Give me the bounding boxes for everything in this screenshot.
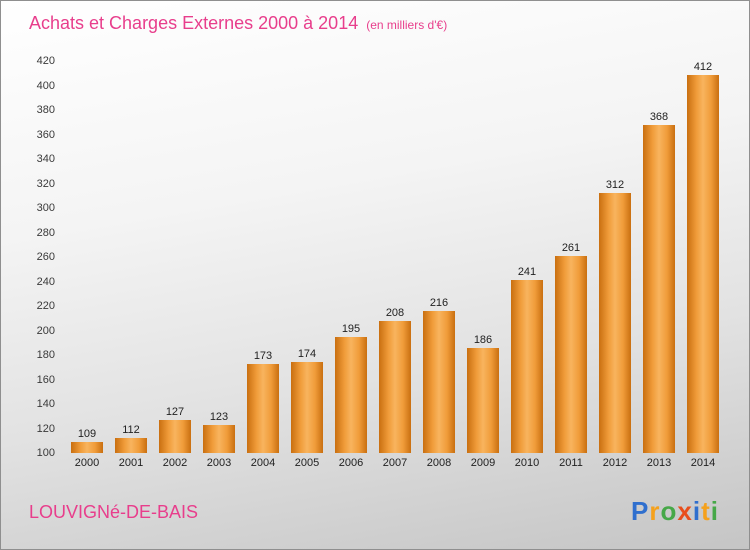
x-axis-label: 2011 bbox=[559, 457, 583, 469]
bar-slot: 109 bbox=[65, 61, 109, 453]
x-axis-label: 2005 bbox=[294, 457, 320, 469]
bar-series: 109 112 127 123 173 174 195 208 216 186 241 261 312 3… bbox=[65, 61, 725, 453]
chart-title: Achats et Charges Externes 2000 à 2014 bbox=[29, 13, 359, 33]
x-axis-label: 2013 bbox=[646, 457, 672, 469]
bar-value-label: 412 bbox=[693, 61, 713, 73]
x-axis-label: 2007 bbox=[382, 457, 408, 469]
bar-value-label: 241 bbox=[517, 266, 537, 279]
x-axis-label: 2003 bbox=[206, 457, 232, 469]
bar bbox=[71, 441, 103, 453]
bar-slot: 261 bbox=[549, 61, 593, 453]
bar-value-label: 208 bbox=[385, 306, 405, 319]
y-axis-label: 380 bbox=[36, 104, 55, 116]
bar bbox=[159, 419, 191, 453]
bar bbox=[335, 336, 367, 453]
bar-slot: 174 bbox=[285, 61, 329, 453]
x-axis-label: 2012 bbox=[602, 457, 628, 469]
logo-letter: t bbox=[701, 496, 711, 526]
chart-subtitle: (en milliers d'€) bbox=[366, 18, 448, 32]
bar-value-label: 186 bbox=[473, 333, 493, 346]
x-axis-label: 2001 bbox=[118, 457, 144, 469]
bar-value-label: 312 bbox=[605, 179, 625, 192]
x-axis-label: 2004 bbox=[250, 457, 276, 469]
logo-letter: i bbox=[692, 496, 702, 526]
bar-value-label: 123 bbox=[209, 410, 229, 423]
bar-value-label: 368 bbox=[649, 110, 669, 123]
y-axis-label: 340 bbox=[36, 153, 55, 165]
bar-slot: 123 bbox=[197, 61, 241, 453]
bar-value-label: 173 bbox=[253, 349, 273, 362]
x-axis-label: 2006 bbox=[338, 457, 364, 469]
bar-slot: 127 bbox=[153, 61, 197, 453]
bar-slot: 312 bbox=[593, 61, 637, 453]
logo-letter: x bbox=[677, 496, 693, 526]
bar bbox=[247, 363, 279, 453]
y-axis-label: 240 bbox=[36, 275, 55, 288]
y-axis-label: 200 bbox=[36, 324, 55, 337]
bar bbox=[291, 362, 323, 453]
bar-slot: 208 bbox=[373, 61, 417, 453]
logo-letter: o bbox=[660, 496, 678, 526]
bar-value-label: 127 bbox=[165, 405, 185, 418]
bar-slot: 216 bbox=[417, 61, 461, 453]
y-axis-label: 320 bbox=[36, 177, 55, 190]
x-axis-label: 2002 bbox=[162, 457, 188, 469]
y-axis-label: 420 bbox=[36, 55, 55, 67]
proxiti-logo: Proxiti bbox=[631, 496, 719, 527]
bar-value-label: 109 bbox=[77, 427, 97, 440]
y-axis-label: 140 bbox=[36, 398, 55, 410]
bar bbox=[643, 124, 675, 453]
bar-slot: 241 bbox=[505, 61, 549, 453]
y-axis-label: 300 bbox=[36, 202, 55, 214]
chart-header: Achats et Charges Externes 2000 à 2014 (e… bbox=[29, 13, 447, 34]
bar-slot: 112 bbox=[109, 61, 153, 453]
bar-value-label: 112 bbox=[122, 424, 140, 437]
logo-letter: i bbox=[710, 496, 719, 526]
bar bbox=[599, 193, 631, 453]
y-axis-label: 180 bbox=[36, 349, 55, 361]
bar-slot: 368 bbox=[637, 61, 681, 453]
y-axis-label: 360 bbox=[36, 128, 55, 141]
x-axis-label: 2008 bbox=[426, 457, 452, 469]
bar-value-label: 195 bbox=[341, 322, 361, 335]
bar-value-label: 261 bbox=[561, 241, 581, 254]
bar-value-label: 216 bbox=[429, 296, 449, 309]
y-axis-labels: 420 400 380 360 340 320 300 280 260 240 220 200 180 1… bbox=[1, 1, 55, 549]
bar bbox=[687, 75, 719, 453]
bar-slot: 186 bbox=[461, 61, 505, 453]
x-axis-label: 2009 bbox=[470, 457, 496, 469]
x-axis-label: 2000 bbox=[74, 457, 100, 469]
bar-slot: 173 bbox=[241, 61, 285, 453]
y-axis-label: 280 bbox=[36, 226, 55, 239]
y-axis-label: 260 bbox=[36, 251, 55, 263]
plot-area: 109 112 127 123 173 174 195 208 216 186 241 261 312 3… bbox=[65, 61, 725, 453]
bar bbox=[467, 347, 499, 453]
bar bbox=[423, 310, 455, 453]
y-axis-label: 160 bbox=[36, 373, 55, 386]
logo-letter: P bbox=[631, 496, 650, 526]
bar-slot: 195 bbox=[329, 61, 373, 453]
bar-value-label: 174 bbox=[297, 348, 317, 361]
bar bbox=[511, 280, 543, 453]
location-label: LOUVIGNé-DE-BAIS bbox=[29, 502, 199, 522]
y-axis-label: 400 bbox=[36, 79, 55, 92]
x-axis-label: 2010 bbox=[514, 457, 540, 469]
x-axis-label: 2014 bbox=[690, 457, 716, 469]
bar bbox=[379, 320, 411, 453]
x-axis-labels: 2000 2001 2002 2003 2004 2005 2006 2007 2008 2009… bbox=[65, 457, 725, 469]
y-axis-label: 100 bbox=[36, 447, 55, 459]
bar-slot: 412 bbox=[681, 61, 725, 453]
y-axis-label: 120 bbox=[36, 422, 55, 435]
y-axis-label: 220 bbox=[36, 300, 55, 312]
bar bbox=[203, 424, 235, 453]
bar bbox=[555, 255, 587, 453]
logo-letter: r bbox=[649, 496, 661, 526]
bar bbox=[115, 438, 147, 453]
